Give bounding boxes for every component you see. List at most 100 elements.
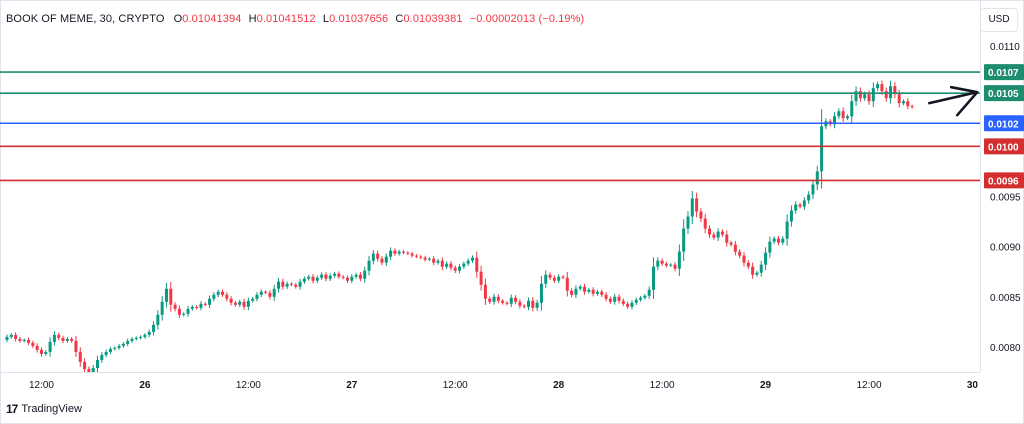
candle-body bbox=[61, 337, 65, 341]
low-label: L bbox=[322, 13, 330, 25]
candle-body bbox=[669, 264, 673, 266]
candle-body bbox=[74, 340, 78, 352]
candle-body bbox=[720, 231, 724, 235]
candle-body bbox=[880, 84, 884, 92]
candle-body bbox=[83, 361, 87, 369]
candle-body bbox=[863, 94, 867, 99]
price-level-label: 0.0107 bbox=[988, 68, 1019, 79]
candle-body bbox=[31, 342, 35, 346]
time-tick-label: 12:00 bbox=[856, 380, 881, 391]
tradingview-logo-icon: 17 bbox=[6, 402, 18, 416]
candle-body bbox=[285, 283, 289, 287]
candle-body bbox=[251, 298, 255, 301]
time-scale[interactable]: 12:00 26 12:00 27 12:00 28 12:00 29 12:00 30 bbox=[0, 372, 980, 396]
candle-body bbox=[363, 270, 367, 279]
candle-body bbox=[561, 276, 565, 278]
candle-body bbox=[742, 255, 746, 263]
candle-body bbox=[466, 260, 470, 264]
candle-body bbox=[203, 303, 207, 305]
candle-body bbox=[604, 294, 608, 299]
candle-body bbox=[87, 368, 91, 372]
open-value: 0.01041394 bbox=[182, 13, 242, 25]
candle-body bbox=[164, 288, 168, 302]
candle-body bbox=[328, 275, 332, 279]
candle-body bbox=[427, 258, 431, 260]
currency-button[interactable]: USD bbox=[980, 8, 1018, 32]
candle-body bbox=[432, 258, 436, 263]
candle-body bbox=[505, 302, 509, 304]
candle-body bbox=[410, 253, 414, 256]
candle-body bbox=[130, 338, 134, 341]
candlestick-chart[interactable] bbox=[0, 0, 980, 372]
candle-body bbox=[121, 343, 125, 346]
candle-body bbox=[509, 297, 513, 304]
candle-body bbox=[255, 294, 259, 299]
candle-body bbox=[48, 341, 52, 352]
candle-body bbox=[190, 306, 194, 309]
symbol-title[interactable]: BOOK OF MEME, 30, CRYPTO bbox=[6, 13, 165, 25]
candle-body bbox=[453, 267, 457, 271]
candle-body bbox=[557, 276, 561, 281]
candle-body bbox=[449, 263, 453, 268]
candle-body bbox=[686, 216, 690, 229]
candle-body bbox=[501, 300, 505, 303]
candle-body bbox=[656, 260, 660, 267]
candle-body bbox=[9, 334, 13, 337]
candle-body bbox=[518, 301, 522, 306]
candle-body bbox=[488, 298, 492, 302]
candle-body bbox=[673, 264, 677, 269]
candle-body bbox=[384, 256, 388, 263]
candle-body bbox=[552, 277, 556, 281]
price-scale[interactable]: 0.0110 0.0105 0.0100 0.0095 0.0090 0.0085 0.00… bbox=[980, 0, 1024, 372]
candle-body bbox=[152, 324, 156, 332]
candle-body bbox=[789, 210, 793, 222]
candle-body bbox=[264, 291, 268, 293]
candle-body bbox=[272, 288, 276, 297]
candle-body bbox=[380, 258, 384, 263]
candle-body bbox=[458, 266, 462, 271]
price-tick-label: 0.0095 bbox=[990, 192, 1021, 203]
candle-body bbox=[583, 286, 587, 292]
candle-body bbox=[169, 288, 173, 305]
close-label: C bbox=[395, 13, 404, 25]
price-tick-label: 0.0085 bbox=[990, 293, 1021, 304]
candle-body bbox=[794, 204, 798, 211]
candle-body bbox=[785, 221, 789, 239]
candle-body bbox=[156, 314, 160, 325]
symbol-legend: BOOK OF MEME, 30, CRYPTO O0.01041394 H0.… bbox=[6, 13, 588, 25]
candle-body bbox=[96, 359, 100, 368]
candle-body bbox=[268, 292, 272, 297]
candle-body bbox=[139, 336, 143, 338]
candle-body bbox=[871, 88, 875, 102]
candle-body bbox=[647, 289, 651, 296]
candle-body bbox=[208, 298, 212, 305]
candle-body bbox=[225, 294, 229, 299]
candle-body bbox=[143, 334, 147, 337]
candle-body bbox=[595, 291, 599, 294]
candle-body bbox=[570, 290, 574, 295]
candle-body bbox=[664, 263, 668, 266]
candle-body bbox=[781, 238, 785, 243]
candle-body bbox=[716, 231, 720, 238]
price-tick-label: 0.0110 bbox=[990, 42, 1020, 53]
candle-body bbox=[617, 296, 621, 301]
candle-body bbox=[289, 283, 293, 285]
candle-body bbox=[307, 276, 311, 279]
candle-body bbox=[462, 263, 466, 267]
price-level-label: 0.0096 bbox=[988, 176, 1019, 187]
candle-body bbox=[233, 302, 237, 305]
candle-body bbox=[897, 94, 901, 104]
candle-body bbox=[57, 334, 61, 338]
candle-body bbox=[712, 234, 716, 238]
candle-body bbox=[350, 276, 354, 281]
candle-body bbox=[376, 253, 380, 259]
candle-body bbox=[630, 302, 634, 307]
close-value: 0.01039381 bbox=[403, 13, 463, 25]
candle-body bbox=[776, 238, 780, 243]
candle-body bbox=[845, 116, 849, 119]
candle-body bbox=[876, 84, 880, 89]
candle-body bbox=[229, 298, 233, 303]
candle-body bbox=[298, 281, 302, 287]
candle-body bbox=[539, 283, 543, 303]
candle-body bbox=[39, 349, 43, 354]
